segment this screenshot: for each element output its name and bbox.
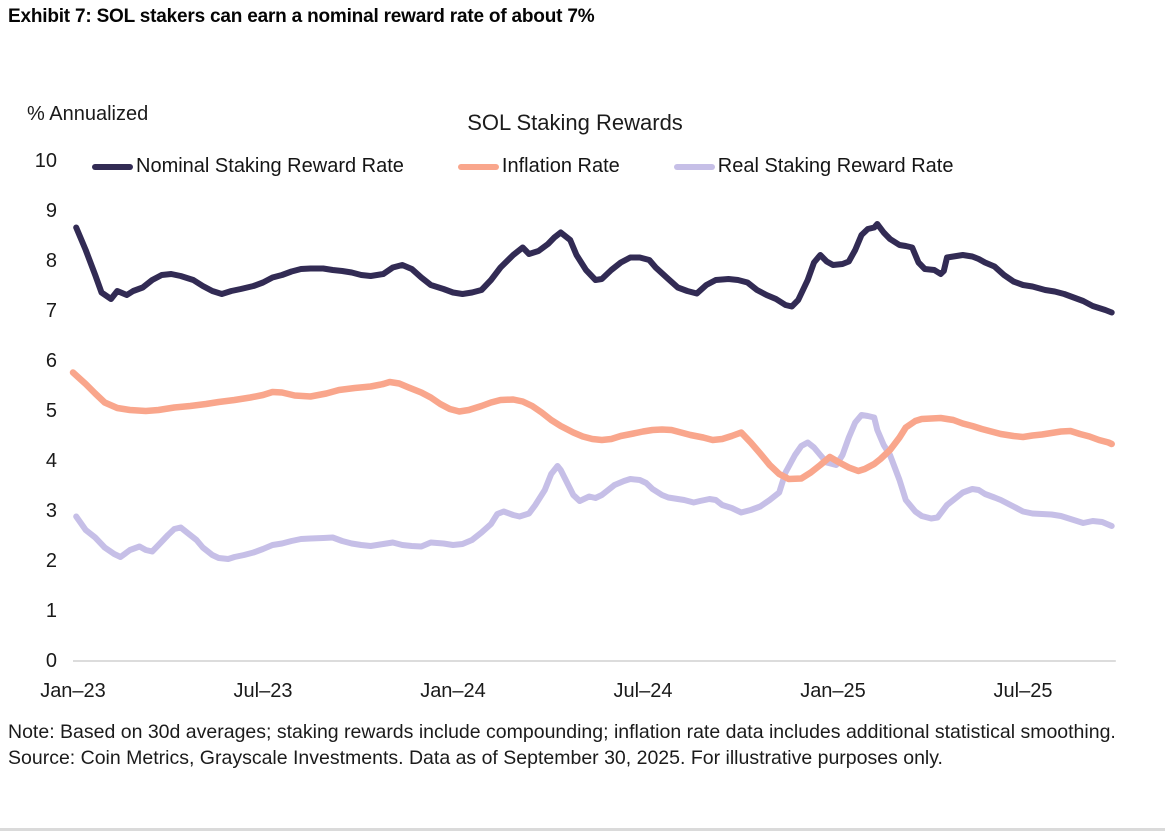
y-tick-label: 7 — [46, 300, 57, 322]
y-tick-label: 9 — [46, 200, 57, 222]
legend-item-inflation: Inflation Rate — [457, 155, 620, 178]
y-tick-label: 8 — [46, 250, 57, 272]
footnote: Note: Based on 30d averages; staking rew… — [8, 721, 1116, 769]
bottom-divider — [0, 828, 1165, 831]
y-tick-label: 10 — [35, 150, 57, 172]
nominal-line-swatch-icon — [92, 163, 133, 170]
inflation-line-swatch-icon — [457, 163, 499, 170]
x-tick-label: Jul–25 — [994, 680, 1053, 702]
real-line-swatch-icon — [673, 163, 715, 170]
x-tick-label: Jul–24 — [614, 680, 673, 702]
series-line-1 — [69, 369, 1115, 483]
chart-legend: Nominal Staking Reward Rate Inflation Ra… — [92, 155, 1142, 178]
exhibit-title: Exhibit 7: SOL stakers can earn a nomina… — [8, 6, 595, 27]
x-tick-label: Jan–24 — [420, 680, 486, 702]
x-tick-label: Jan–23 — [40, 680, 106, 702]
legend-label-nominal: Nominal Staking Reward Rate — [136, 155, 404, 177]
chart-title: SOL Staking Rewards — [467, 110, 683, 135]
sol-staking-rewards-line-chart: 0 1 2 3 4 5 6 7 8 9 10 Jan–23 Jul–23 Jan–24 Jul–24 Jan–… — [35, 150, 1116, 702]
legend-label-real: Real Staking Reward Rate — [717, 155, 954, 177]
legend-label-inflation: Inflation Rate — [501, 155, 620, 177]
y-tick-label: 0 — [46, 650, 57, 672]
x-tick-label: Jul–23 — [234, 680, 293, 702]
x-tick-label: Jan–25 — [800, 680, 866, 702]
legend-item-nominal: Nominal Staking Reward Rate — [92, 155, 404, 178]
series-line-0 — [73, 221, 1115, 316]
y-axis-unit-label: % Annualized — [27, 103, 149, 125]
legend-item-real: Real Staking Reward Rate — [673, 155, 954, 178]
y-tick-label: 3 — [46, 500, 57, 522]
y-tick-label: 1 — [46, 600, 57, 622]
y-tick-label: 2 — [46, 550, 57, 572]
y-tick-label: 6 — [46, 350, 57, 372]
y-tick-label: 5 — [46, 400, 57, 422]
y-tick-label: 4 — [46, 450, 57, 472]
series-line-2 — [73, 412, 1115, 562]
